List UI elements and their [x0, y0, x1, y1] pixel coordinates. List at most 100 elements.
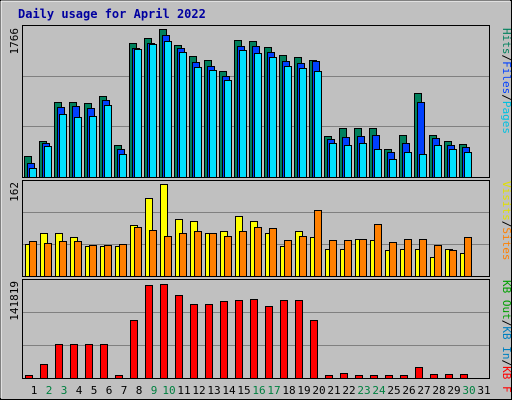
bar-kbf-10 [160, 284, 168, 379]
bar-kbf-6 [100, 344, 108, 379]
bar-kbf-22 [340, 373, 348, 379]
bar-pages-24 [374, 149, 382, 178]
bar-sites-7 [119, 244, 127, 277]
x-tick-label-15: 15 [237, 384, 250, 397]
bar-sites-25 [389, 242, 397, 277]
bar-kbf-25 [385, 375, 393, 379]
bar-pages-22 [344, 145, 352, 178]
bar-pages-8 [134, 49, 142, 178]
legend-files: Files [500, 61, 512, 94]
x-tick-label-1: 1 [31, 384, 38, 397]
x-tick-label-31: 31 [477, 384, 490, 397]
bar-kbf-27 [415, 367, 423, 379]
bar-pages-16 [254, 53, 262, 178]
bar-sites-24 [374, 224, 382, 277]
bar-kbf-20 [310, 320, 318, 379]
x-tick-label-5: 5 [91, 384, 98, 397]
x-tick-label-17: 17 [267, 384, 280, 397]
x-tick-label-22: 22 [342, 384, 355, 397]
ymax-visits-label: 162 [8, 182, 21, 202]
bar-sites-16 [254, 227, 262, 277]
bar-kbf-24 [370, 375, 378, 379]
legend-pages: Pages [500, 101, 512, 134]
x-tick-label-27: 27 [417, 384, 430, 397]
bar-kbf-5 [85, 344, 93, 379]
bar-pages-30 [464, 152, 472, 178]
legend-hits: Hits [500, 28, 512, 55]
bar-kbf-15 [235, 300, 243, 379]
legend-sites: Sites [500, 227, 512, 260]
x-tick-label-13: 13 [207, 384, 220, 397]
legend-kbytes-panel: KB Out/KB In/KB F [500, 280, 512, 393]
bar-sites-23 [359, 239, 367, 277]
bar-pages-28 [434, 145, 442, 178]
x-tick-label-14: 14 [222, 384, 236, 397]
legend-kb-f: KB F [500, 366, 512, 393]
bar-sites-19 [299, 236, 307, 277]
bar-sites-2 [44, 243, 52, 277]
x-tick-label-7: 7 [121, 384, 128, 397]
bar-pages-23 [359, 143, 367, 178]
bar-sites-10 [164, 236, 172, 277]
bar-sites-8 [134, 227, 142, 277]
bar-sites-18 [284, 240, 292, 277]
bar-pages-21 [329, 143, 337, 178]
x-tick-label-3: 3 [61, 384, 68, 397]
x-tick-label-20: 20 [312, 384, 325, 397]
x-tick-label-16: 16 [252, 384, 265, 397]
bar-pages-25 [389, 159, 397, 178]
x-tick-label-9: 9 [151, 384, 158, 397]
bar-pages-5 [89, 116, 97, 178]
bar-kbf-21 [325, 375, 333, 379]
legend-hits-panel: Hits/Files/Pages [500, 28, 512, 134]
x-tick-label-25: 25 [387, 384, 400, 397]
bar-pages-3 [59, 114, 67, 178]
hits-bars [24, 29, 472, 178]
bar-kbf-19 [295, 300, 303, 379]
bar-sites-12 [194, 231, 202, 277]
bar-kbf-12 [190, 304, 198, 379]
x-tick-label-24: 24 [372, 384, 386, 397]
bar-kbf-18 [280, 300, 288, 379]
bar-sites-15 [239, 231, 247, 277]
bar-pages-18 [284, 66, 292, 178]
x-tick-label-30: 30 [462, 384, 475, 397]
bar-kbf-30 [460, 374, 468, 379]
bar-sites-13 [209, 233, 217, 277]
x-tick-label-26: 26 [402, 384, 415, 397]
ymax-hits-label: 1766 [8, 28, 21, 55]
bar-pages-14 [224, 80, 232, 178]
bar-pages-17 [269, 57, 277, 178]
bar-kbf-2 [40, 364, 48, 379]
x-tick-label-29: 29 [447, 384, 460, 397]
bar-kbf-3 [55, 344, 63, 379]
bar-pages-12 [194, 67, 202, 178]
bar-pages-26 [404, 152, 412, 178]
bar-sites-6 [104, 245, 112, 277]
x-tick-label-8: 8 [136, 384, 143, 397]
bar-pages-2 [44, 146, 52, 178]
x-tick-label-6: 6 [106, 384, 113, 397]
legend-kb-in: KB In [500, 326, 512, 359]
x-axis-labels: 1 2 3 4 5 6 7 8 9 10 11 12 13 14 15 16 17 18 19 20 21 22 23 24 2… [31, 384, 491, 397]
bar-pages-13 [209, 70, 217, 178]
chart-title: Daily usage for April 2022 [18, 7, 206, 21]
bar-kbf-16 [250, 299, 258, 379]
bar-kbf-28 [430, 374, 438, 379]
bar-sites-1 [29, 241, 37, 277]
bar-pages-20 [314, 71, 322, 178]
bar-kbf-9 [145, 285, 153, 379]
bar-sites-21 [329, 240, 337, 277]
x-tick-label-19: 19 [297, 384, 310, 397]
x-tick-label-4: 4 [76, 384, 83, 397]
bar-sites-20 [314, 210, 322, 277]
legend-visits-panel: Visits/Sites [500, 181, 512, 261]
bar-kbf-8 [130, 320, 138, 379]
bar-kbf-7 [115, 375, 123, 379]
bar-kbf-13 [205, 304, 213, 379]
bar-pages-11 [179, 52, 187, 178]
x-tick-label-12: 12 [192, 384, 205, 397]
x-tick-label-18: 18 [282, 384, 295, 397]
bar-pages-4 [74, 117, 82, 178]
bar-pages-7 [119, 154, 127, 178]
